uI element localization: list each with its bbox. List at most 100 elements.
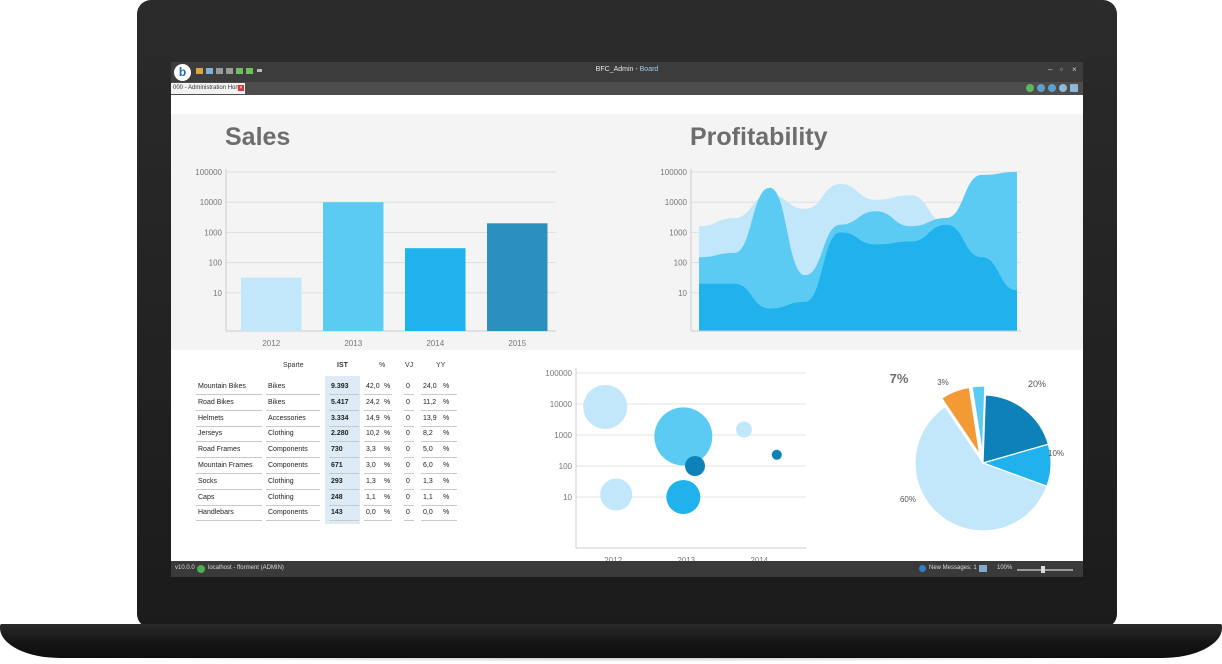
save-icon[interactable] xyxy=(196,68,203,74)
refresh-icon[interactable] xyxy=(236,68,243,74)
cell-ist: 730 xyxy=(331,446,343,454)
percent-unit: % xyxy=(443,446,450,454)
bubble-6[interactable] xyxy=(735,421,752,438)
table-row[interactable]: Mountain Frames Components 671 3,0% 0 6,0% xyxy=(196,458,466,474)
calendar-icon[interactable] xyxy=(979,565,987,572)
new-messages-link[interactable]: New Messages: 1 xyxy=(929,565,977,571)
bubble-2[interactable] xyxy=(600,478,633,511)
bar-2013[interactable] xyxy=(323,202,384,331)
cell-underline xyxy=(329,425,359,427)
pie-slice-4[interactable] xyxy=(940,386,981,455)
cell-underline xyxy=(404,473,414,474)
fullscreen-icon[interactable] xyxy=(1070,84,1078,92)
table-row[interactable]: Road Frames Components 730 3,3% 0 5,0% xyxy=(196,442,466,459)
bubble-5[interactable] xyxy=(666,480,701,514)
pie-slice-1[interactable] xyxy=(982,394,1050,464)
cell-yy: 5,0 xyxy=(423,446,433,454)
server-text[interactable]: localhost - fforment (ADMIN) xyxy=(208,565,284,571)
cell-underline xyxy=(421,425,457,427)
cell-underline xyxy=(329,394,359,395)
window-title: BFC_Admin - Board xyxy=(171,66,1083,73)
area-series-3[interactable] xyxy=(699,224,1017,331)
cell-underline xyxy=(421,504,457,506)
zoom-slider[interactable] xyxy=(1017,569,1073,571)
cell-underline xyxy=(329,441,359,443)
y-tick-label: 100000 xyxy=(660,168,687,177)
cell-vj: 0 xyxy=(406,493,410,501)
refresh-icon[interactable] xyxy=(1026,84,1034,92)
y-tick-label: 10000 xyxy=(550,400,573,409)
cell-underline xyxy=(404,394,414,395)
cell-underline xyxy=(196,457,262,459)
bar-2014[interactable] xyxy=(405,248,466,331)
cell-underline xyxy=(266,409,320,411)
percent-unit: % xyxy=(384,493,391,501)
back-icon[interactable] xyxy=(1037,84,1045,92)
cell-underline xyxy=(196,441,262,443)
cell-sparte: Clothing xyxy=(268,430,294,438)
cell-underline xyxy=(364,394,392,395)
table-row[interactable]: Mountain Bikes Bikes 9.393 42,0% 0 24,0% xyxy=(196,379,466,395)
bubble-7[interactable] xyxy=(771,449,782,460)
cell-underline xyxy=(364,425,392,427)
cell-ist: 248 xyxy=(331,493,343,501)
pie-label: 20% xyxy=(1028,379,1046,389)
zoom-slider-thumb[interactable] xyxy=(1041,566,1045,573)
minimize-button[interactable]: – xyxy=(1048,65,1053,74)
bubble-3[interactable] xyxy=(654,407,713,466)
sales-table: Sparte IST % VJ YY Mountain Bikes Bikes 9.… xyxy=(196,362,466,527)
close-button[interactable]: × xyxy=(1072,65,1077,74)
check-icon[interactable] xyxy=(246,68,253,74)
table-row[interactable]: Socks Clothing 293 1,3% 0 1,3% xyxy=(196,474,466,490)
tab-bar: 000 - Administration Hon × xyxy=(171,82,1083,95)
tab-label: 000 - Administration Hon xyxy=(173,85,239,91)
tab-administration[interactable]: 000 - Administration Hon × xyxy=(171,83,245,94)
cell-pct: 24,2 xyxy=(366,398,380,406)
undo-icon[interactable] xyxy=(216,68,223,74)
cell-yy: 8,2 xyxy=(423,430,433,438)
percent-unit: % xyxy=(384,398,391,406)
cell-sparte: Bikes xyxy=(268,398,286,406)
bubble-chart: 100000 10000 1000 100 10 2012 2013 2014 xyxy=(545,368,806,565)
y-tick-label: 100000 xyxy=(545,369,572,378)
y-tick-label: 100000 xyxy=(195,168,222,177)
x-tick-label: 2012 xyxy=(604,556,622,565)
cell-sparte: Components xyxy=(268,446,308,454)
board-logo-icon[interactable]: b xyxy=(174,64,191,81)
open-icon[interactable] xyxy=(206,68,213,74)
bar-2012[interactable] xyxy=(241,277,302,331)
cell-ist: 5.417 xyxy=(331,398,349,406)
bubble-1[interactable] xyxy=(583,385,628,430)
cell-product: Caps xyxy=(198,493,215,501)
cell-underline xyxy=(196,488,262,490)
cell-underline xyxy=(404,488,414,490)
table-row[interactable]: Handlebars Components 143 0,0% 0 0,0% xyxy=(196,505,466,522)
pie-slice-3[interactable] xyxy=(914,405,1048,532)
cell-vj: 0 xyxy=(406,414,410,422)
cell-sparte: Clothing xyxy=(268,477,294,485)
bubble-4[interactable] xyxy=(685,456,706,476)
tab-close-icon[interactable]: × xyxy=(238,85,244,91)
cell-underline xyxy=(404,504,414,506)
home-icon[interactable] xyxy=(1059,84,1067,92)
percent-unit: % xyxy=(443,414,450,422)
table-row[interactable]: Jerseys Clothing 2.280 10,2% 0 8,2% xyxy=(196,426,466,443)
restore-button[interactable]: ▫ xyxy=(1060,65,1063,74)
redo-icon[interactable] xyxy=(226,68,233,74)
percent-unit: % xyxy=(384,414,391,422)
pie-label: 3% xyxy=(937,378,949,387)
cell-yy: 13,9 xyxy=(423,414,437,422)
cell-underline xyxy=(421,457,457,459)
cell-yy: 1,1 xyxy=(423,493,433,501)
cell-underline xyxy=(421,409,457,411)
pie-slice-5[interactable] xyxy=(971,385,986,455)
menu-arrow-icon[interactable] xyxy=(257,69,262,72)
table-row[interactable]: Road Bikes Bikes 5.417 24,2% 0 11,2% xyxy=(196,395,466,411)
cell-underline xyxy=(266,425,320,427)
bar-2015[interactable] xyxy=(487,223,548,331)
forward-icon[interactable] xyxy=(1048,84,1056,92)
cell-vj: 0 xyxy=(406,446,410,454)
table-row[interactable]: Helmets Accessories 3.334 14,9% 0 13,9% xyxy=(196,411,466,427)
cell-underline xyxy=(266,488,320,490)
table-row[interactable]: Caps Clothing 248 1,1% 0 1,1% xyxy=(196,490,466,506)
